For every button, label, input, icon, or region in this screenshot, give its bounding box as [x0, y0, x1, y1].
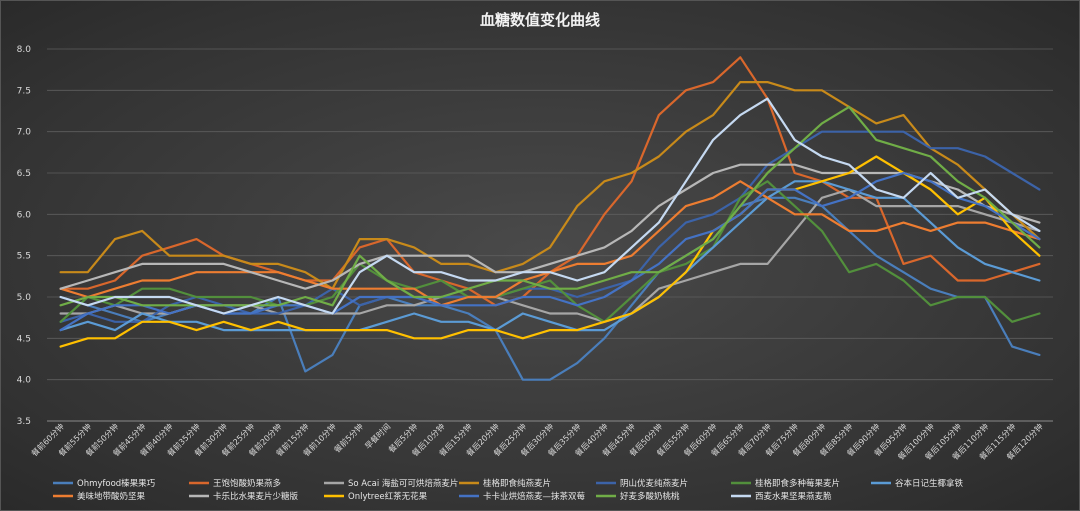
y-axis-tick-labels: 3.5 4.0 4.5 5.0 5.5 6.0 6.5 7.0 7.5 8.0	[17, 45, 32, 427]
legend-label: 卡卡业烘焙燕麦—抹茶双莓	[483, 491, 586, 502]
x-axis-tick-labels: 餐前60分钟餐前55分钟餐前50分钟餐前45分钟餐前40分钟餐前35分钟餐前30…	[29, 421, 1045, 462]
y-tick-label: 7.5	[17, 86, 31, 96]
y-tick-label: 8.0	[17, 45, 32, 55]
legend-label: 阴山优麦纯燕麦片	[620, 478, 688, 489]
series-lines	[59, 56, 1041, 381]
legend-label: 美味地带酸奶坚果	[77, 491, 146, 502]
series-line-1	[59, 56, 1041, 307]
chart-title: 血糖数值变化曲线	[480, 11, 600, 29]
y-tick-label: 4.0	[17, 376, 32, 386]
legend-label: 好麦多酸奶桃桃	[620, 491, 680, 502]
y-tick-label: 6.5	[17, 169, 31, 179]
y-tick-label: 5.5	[17, 252, 31, 262]
series-line-8	[59, 163, 1041, 290]
y-tick-label: 3.5	[17, 417, 31, 427]
legend-label: 桂格即食多种莓果麦片	[755, 478, 840, 489]
legend-label: 西麦水果坚果燕麦脆	[755, 491, 832, 502]
series-line-7	[59, 180, 1041, 307]
series-line-6	[59, 180, 1041, 332]
legend: Ohmyfood榛果果巧 王饱饱酸奶果燕多 So Acai 海盐可可烘焙燕麦片 桂格即…	[53, 478, 964, 502]
series-line-5	[59, 180, 1041, 323]
series-line-11	[59, 105, 1041, 307]
grid-lines	[47, 48, 1053, 422]
series-line-9	[59, 155, 1041, 348]
series-line-3	[59, 80, 1041, 290]
legend-label: 王饱饱酸奶果燕多	[213, 478, 282, 489]
y-tick-label: 6.0	[17, 210, 32, 220]
legend-label: 卡乐比水果麦片少糖版	[213, 491, 299, 502]
series-line-12	[59, 97, 1041, 315]
series-line-10	[59, 171, 1041, 332]
legend-label: 谷本日记生椰拿铁	[895, 478, 964, 489]
y-tick-label: 5.0	[17, 293, 32, 303]
y-tick-label: 7.0	[17, 128, 32, 138]
legend-label: Onlytree红茶无花果	[348, 491, 428, 502]
legend-label: 桂格即食纯燕麦片	[483, 478, 551, 489]
legend-label: So Acai 海盐可可烘焙燕麦片	[348, 478, 458, 489]
x-tick-label: 餐前5分钟	[332, 421, 365, 454]
legend-label: Ohmyfood榛果果巧	[77, 478, 156, 489]
y-tick-label: 4.5	[17, 334, 31, 344]
